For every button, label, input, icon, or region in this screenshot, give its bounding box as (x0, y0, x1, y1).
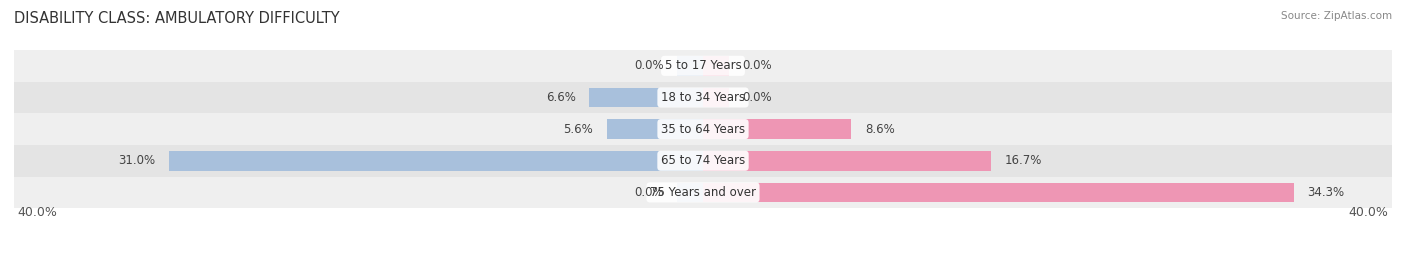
Bar (14, 176, 1392, 208)
Text: 31.0%: 31.0% (118, 154, 155, 167)
Text: 5 to 17 Years: 5 to 17 Years (665, 59, 741, 72)
Text: 0.0%: 0.0% (634, 59, 664, 72)
Text: 40.0%: 40.0% (1348, 206, 1389, 218)
Bar (703, 56, 728, 76)
Text: 40.0%: 40.0% (17, 206, 58, 218)
Bar (703, 151, 991, 171)
Text: 0.0%: 0.0% (634, 186, 664, 199)
Bar (14, 82, 1392, 113)
Bar (169, 151, 703, 171)
Text: 5.6%: 5.6% (562, 123, 593, 136)
Bar (14, 113, 1392, 145)
Text: Source: ZipAtlas.com: Source: ZipAtlas.com (1281, 11, 1392, 21)
Text: 18 to 34 Years: 18 to 34 Years (661, 91, 745, 104)
Bar (678, 56, 703, 76)
Text: 0.0%: 0.0% (742, 91, 772, 104)
Text: 8.6%: 8.6% (865, 123, 894, 136)
Bar (606, 119, 703, 139)
Text: 75 Years and over: 75 Years and over (650, 186, 756, 199)
Text: 16.7%: 16.7% (1004, 154, 1042, 167)
Bar (678, 183, 703, 202)
Text: 0.0%: 0.0% (742, 59, 772, 72)
Text: 34.3%: 34.3% (1308, 186, 1344, 199)
Bar (703, 183, 1294, 202)
Text: 35 to 64 Years: 35 to 64 Years (661, 123, 745, 136)
Text: 6.6%: 6.6% (546, 91, 575, 104)
Bar (589, 88, 703, 107)
Bar (14, 145, 1392, 176)
Text: DISABILITY CLASS: AMBULATORY DIFFICULTY: DISABILITY CLASS: AMBULATORY DIFFICULTY (14, 11, 340, 26)
Bar (14, 50, 1392, 82)
Text: 65 to 74 Years: 65 to 74 Years (661, 154, 745, 167)
Bar (703, 88, 728, 107)
Bar (703, 119, 851, 139)
